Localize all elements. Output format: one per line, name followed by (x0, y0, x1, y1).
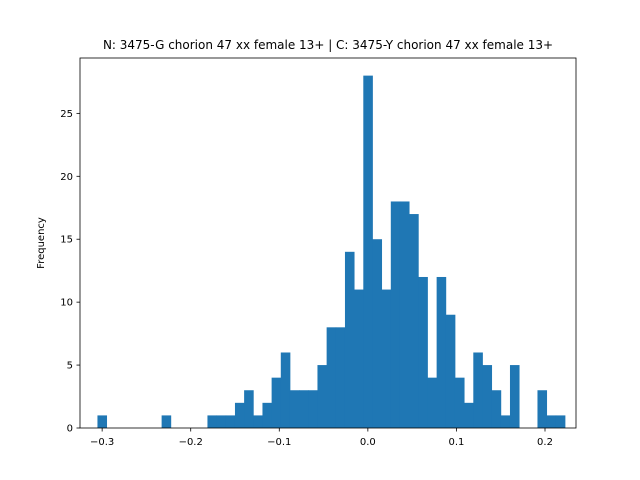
x-tick-label: −0.2 (179, 437, 203, 448)
histogram-bar (546, 415, 557, 428)
histogram-bar (225, 415, 236, 428)
histogram-bar (537, 390, 548, 428)
histogram-bar (372, 239, 383, 428)
histogram-bar (482, 365, 493, 428)
x-tick-label: −0.1 (267, 437, 291, 448)
histogram-bar (271, 377, 282, 428)
x-tick-label: −0.3 (90, 437, 114, 448)
histogram-bar (308, 390, 318, 428)
histogram-bar (464, 402, 474, 428)
y-axis-ticks: 0 5 10 15 20 25 (60, 109, 80, 435)
histogram-bar (207, 415, 218, 428)
histogram-bar (289, 390, 300, 428)
y-tick-label: 10 (60, 298, 73, 309)
histogram-bar (253, 415, 263, 428)
histogram-bar (161, 415, 172, 428)
plot-frame (79, 57, 577, 429)
histogram-bar (491, 390, 502, 428)
y-tick-label: 20 (60, 172, 73, 183)
histogram-bar (445, 314, 456, 428)
x-tick-label: 0.0 (360, 437, 376, 448)
x-tick-label: 0.1 (448, 437, 464, 448)
histogram-bar (555, 415, 566, 428)
histogram-bar (244, 390, 254, 428)
histogram-bar (454, 377, 465, 428)
histogram-bars (97, 75, 566, 429)
y-tick-label: 25 (60, 109, 73, 120)
histogram-bar (326, 327, 337, 428)
histogram-bar (363, 75, 373, 429)
histogram-bar (427, 377, 438, 428)
y-tick-label: 5 (67, 361, 73, 372)
histogram-bar (354, 289, 364, 428)
histogram-bar (234, 402, 245, 428)
histogram-bar (436, 276, 447, 428)
histogram-bar (409, 214, 419, 428)
histogram-bar (500, 415, 511, 428)
histogram-bar (280, 352, 291, 428)
histogram-bar (390, 201, 401, 428)
x-tick-label: 0.2 (537, 437, 553, 448)
histogram-bar (216, 415, 227, 428)
histogram-bar (299, 390, 309, 428)
histogram-bar (344, 251, 355, 428)
x-axis-ticks: −0.3 −0.2 −0.1 0.0 0.1 0.2 (90, 428, 553, 448)
histogram-bar (473, 352, 483, 428)
histogram-bar (335, 327, 346, 428)
histogram-bar (381, 289, 392, 428)
histogram-bar (262, 402, 273, 428)
chart-title: N: 3475-G chorion 47 xx female 13+ | C: … (103, 38, 553, 52)
y-tick-label: 15 (60, 235, 73, 246)
histogram-bar (317, 365, 328, 428)
histogram-bar (509, 365, 520, 428)
histogram-bar (418, 276, 428, 428)
y-tick-label: 0 (67, 424, 73, 435)
y-axis-label: Frequency (36, 217, 47, 269)
histogram-bar (97, 415, 108, 428)
histogram-bar (399, 201, 410, 428)
